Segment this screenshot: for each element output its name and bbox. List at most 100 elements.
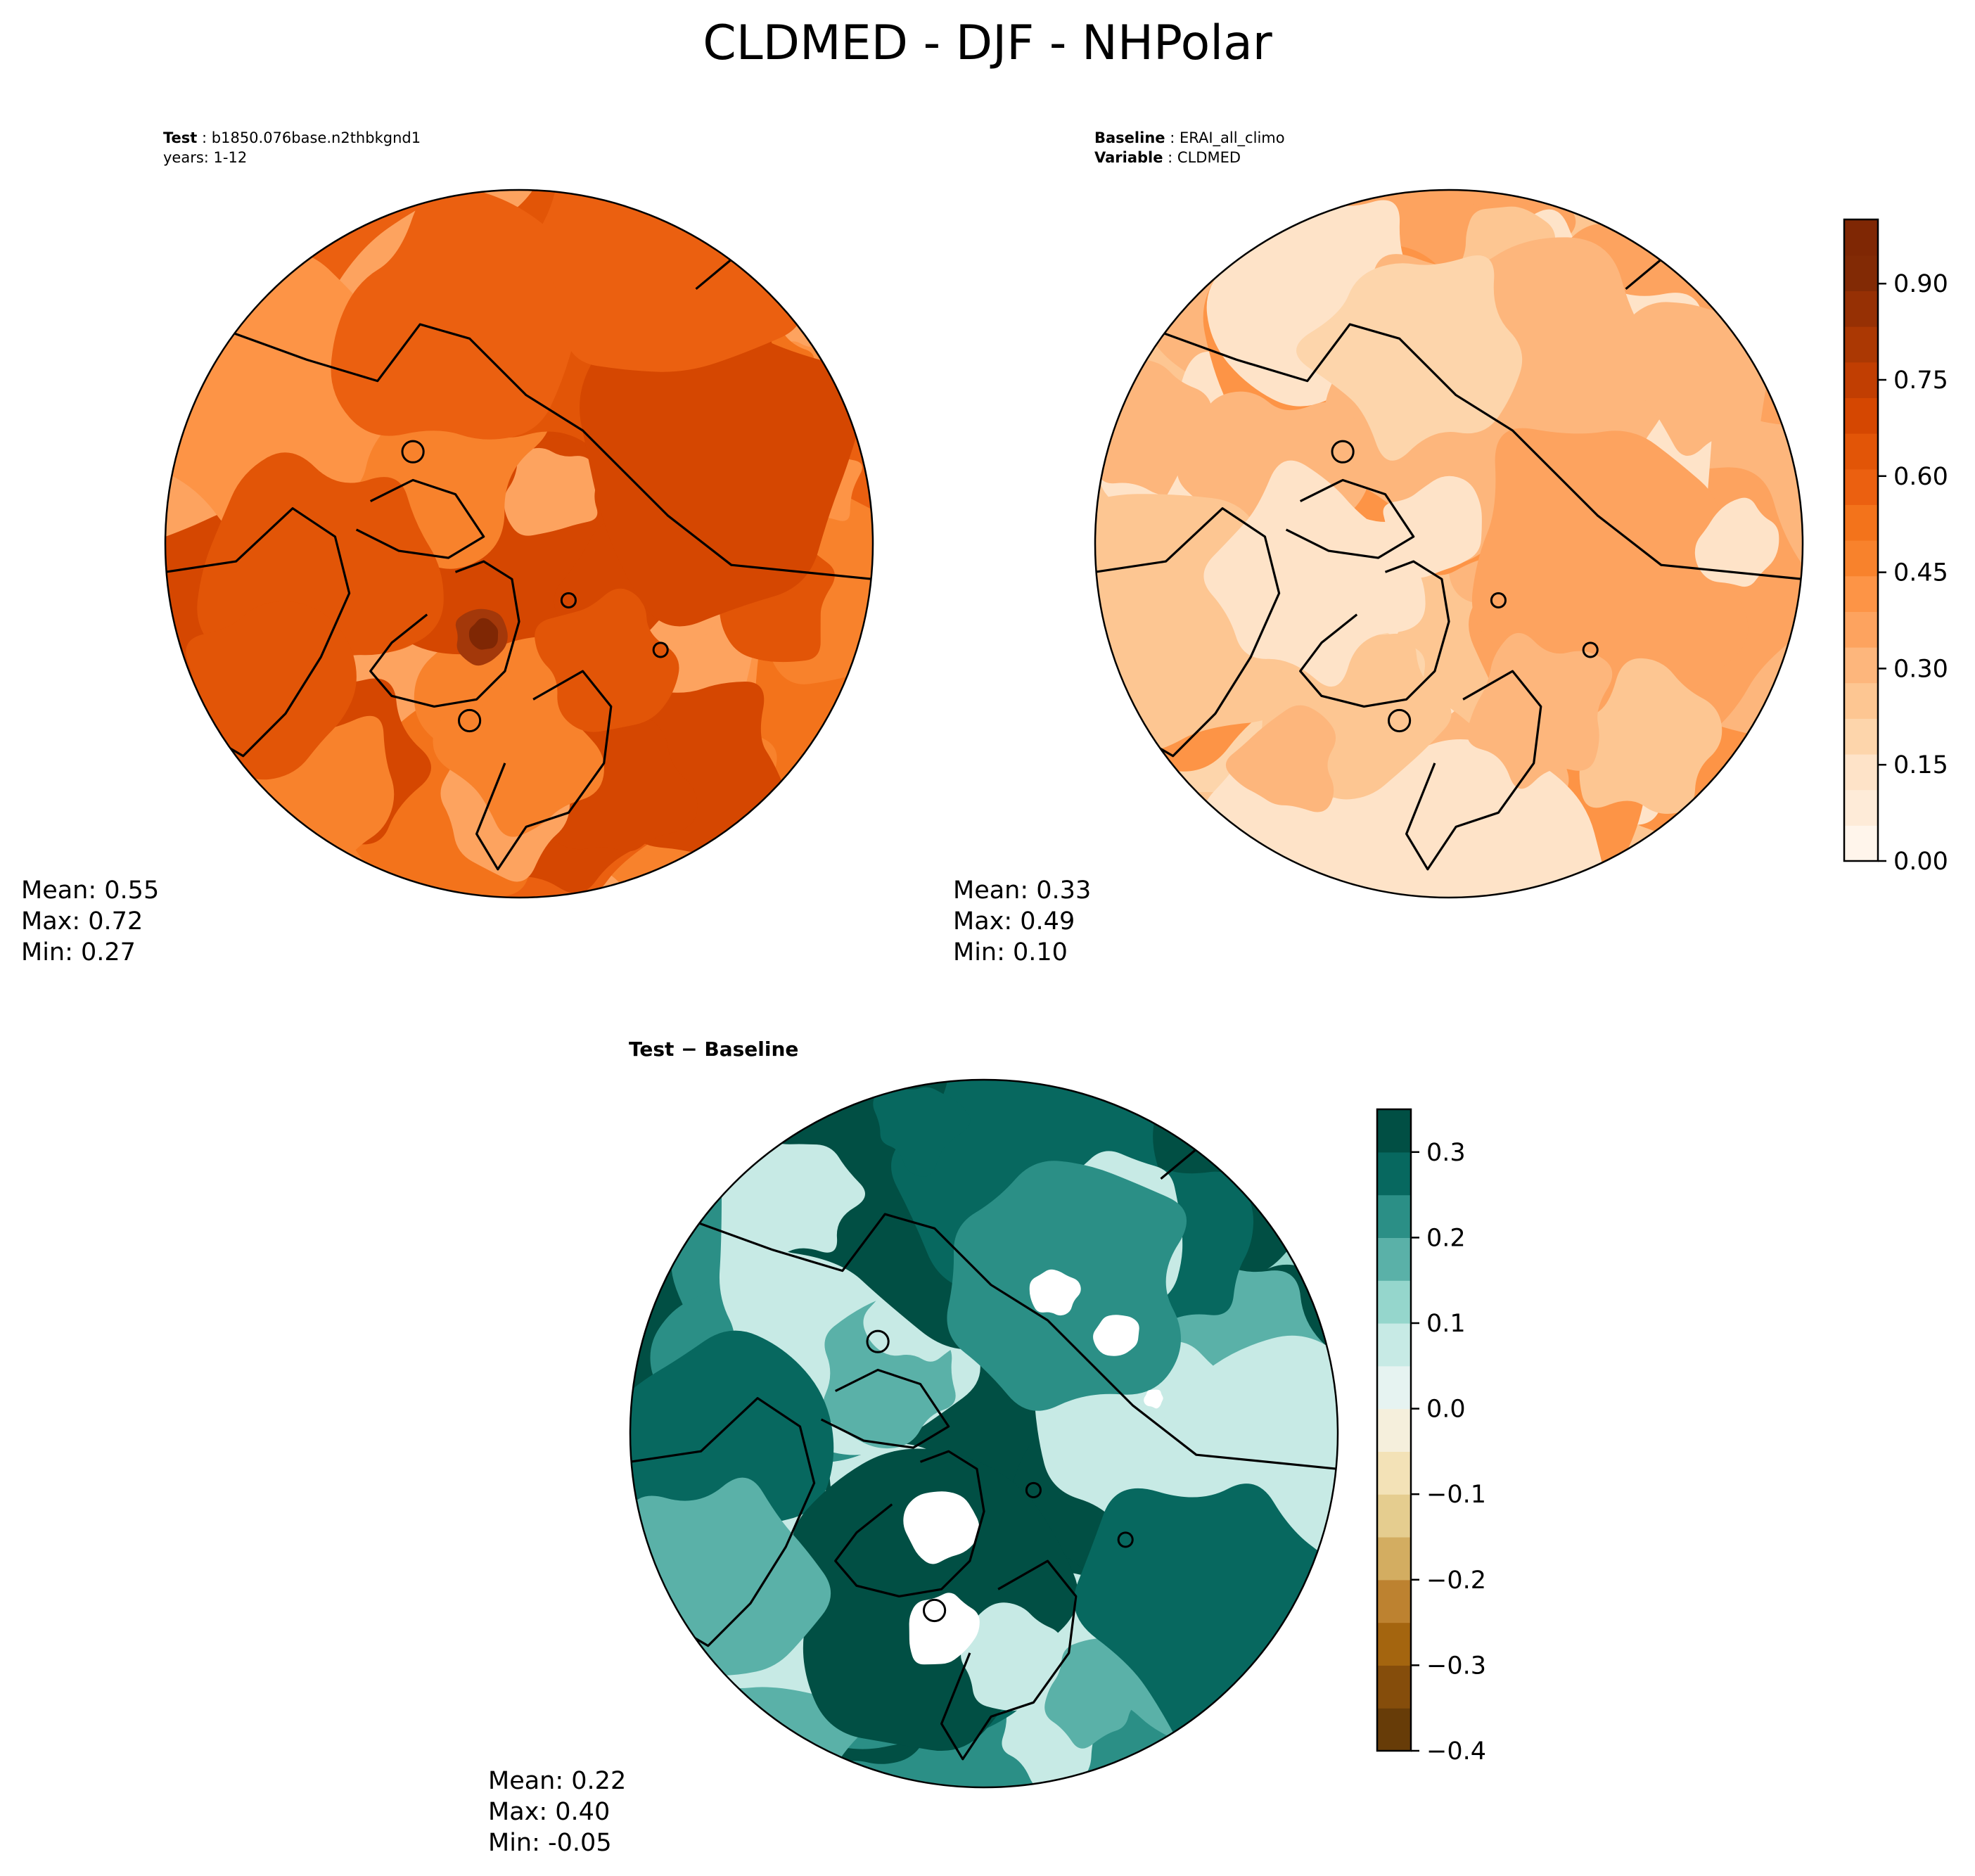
colorbar-tick-label: 0.3 bbox=[1426, 1139, 1466, 1167]
field-region bbox=[504, 447, 598, 536]
baseline-min: Min: 0.10 bbox=[953, 938, 1068, 966]
colorbar-segment bbox=[1844, 362, 1878, 398]
coastline bbox=[834, 1450, 985, 1597]
colorbar-segment bbox=[1844, 718, 1878, 755]
island-coastline bbox=[457, 708, 482, 733]
diff-colorbar: 0.3 0.2 0.1 0.0 −0.1 −0.2 −0.3 −0.4 bbox=[1376, 1108, 1486, 1766]
colorbar-segment bbox=[1377, 1622, 1411, 1666]
colorbar-segment bbox=[1377, 1323, 1411, 1367]
coastline bbox=[369, 560, 520, 708]
difference-min: Min: -0.05 bbox=[488, 1829, 612, 1857]
test-max: Max: 0.72 bbox=[21, 907, 143, 936]
colorbar-tick-label: 0.15 bbox=[1893, 751, 1948, 779]
colorbar-segment bbox=[1844, 825, 1878, 862]
island-coastline bbox=[1387, 708, 1412, 733]
field-region bbox=[1471, 428, 1749, 708]
colorbar-segment bbox=[1844, 291, 1878, 327]
colorbar-segment bbox=[1844, 468, 1878, 505]
field-region bbox=[1579, 658, 1722, 815]
colorbar-segment bbox=[1377, 1280, 1411, 1324]
coastline bbox=[1158, 323, 1803, 580]
difference-mean: Mean: 0.22 bbox=[488, 1767, 627, 1795]
colorbar-segment bbox=[1377, 1579, 1411, 1623]
main-colorbar: 0.00 0.15 0.30 0.45 0.60 0.75 0.90 bbox=[1843, 218, 1948, 876]
colorbar-segment bbox=[1844, 433, 1878, 470]
field-extreme-region bbox=[1144, 1389, 1163, 1409]
coastline bbox=[693, 1213, 1338, 1470]
field-region bbox=[1203, 460, 1426, 687]
colorbar-segment bbox=[1377, 1365, 1411, 1410]
field-region bbox=[961, 1602, 1063, 1711]
field-region bbox=[331, 190, 583, 440]
colorbar-tick-label: −0.2 bbox=[1426, 1566, 1486, 1595]
baseline-map bbox=[1095, 190, 1803, 898]
colorbar-segment bbox=[1377, 1408, 1411, 1452]
field-region bbox=[1616, 302, 1768, 457]
coastline bbox=[820, 1368, 950, 1449]
colorbar-segment bbox=[1377, 1451, 1411, 1495]
colorbar-tick-label: 0.1 bbox=[1426, 1310, 1466, 1338]
colorbar-segment bbox=[1844, 326, 1878, 363]
colorbar-segment bbox=[1844, 575, 1878, 612]
colorbar-segment bbox=[1844, 611, 1878, 648]
field-extreme-region bbox=[1029, 1269, 1081, 1316]
island-coastline bbox=[401, 440, 425, 464]
colorbar-segment bbox=[1844, 397, 1878, 434]
difference-panel-header: Test − Baseline bbox=[629, 1038, 799, 1061]
figure-title: CLDMED - DJF - NHPolar bbox=[703, 15, 1272, 71]
colorbar-segment bbox=[1377, 1494, 1411, 1538]
colorbar-segment bbox=[1377, 1109, 1411, 1153]
coastline bbox=[228, 323, 873, 580]
baseline-max: Max: 0.49 bbox=[953, 907, 1075, 936]
field-region bbox=[873, 1087, 971, 1177]
baseline-label-value: ERAI_all_climo bbox=[1179, 129, 1285, 146]
island-coastline bbox=[922, 1598, 947, 1623]
test-map bbox=[165, 190, 873, 898]
colorbar-segment bbox=[1377, 1708, 1411, 1751]
coastline bbox=[1405, 670, 1542, 871]
baseline-mean: Mean: 0.33 bbox=[953, 876, 1092, 905]
coastline bbox=[1285, 478, 1415, 559]
test-map-border bbox=[164, 189, 874, 899]
difference-max: Max: 0.40 bbox=[488, 1798, 611, 1826]
field-region bbox=[1383, 476, 1482, 578]
test-label-value: b1850.076base.n2thbkgnd1 bbox=[211, 129, 421, 146]
colorbar-segment bbox=[1844, 504, 1878, 541]
coastline bbox=[355, 478, 485, 559]
colorbar-segment bbox=[1377, 1151, 1411, 1196]
colorbar-tick-label: 0.60 bbox=[1893, 463, 1948, 491]
colorbar-tick-label: −0.1 bbox=[1426, 1481, 1486, 1509]
coastline bbox=[630, 1397, 816, 1647]
colorbar-segment bbox=[1844, 540, 1878, 577]
colorbar-frame bbox=[1376, 1108, 1412, 1752]
field-extreme-region bbox=[468, 618, 499, 650]
field-region bbox=[1225, 705, 1336, 812]
test-panel-header: Test : b1850.076base.n2thbkgnd1 years: 1… bbox=[163, 129, 421, 166]
colorbar-tick-label: −0.4 bbox=[1426, 1737, 1486, 1766]
colorbar-segment bbox=[1844, 754, 1878, 791]
test-years: years: 1-12 bbox=[163, 149, 248, 166]
baseline-variable-value: CLDMED bbox=[1177, 149, 1241, 166]
colorbar-segment bbox=[1377, 1237, 1411, 1281]
test-mean: Mean: 0.55 bbox=[21, 876, 160, 905]
baseline-stats: Mean: 0.33 Max: 0.49 Min: 0.10 bbox=[953, 875, 1091, 968]
field-extreme-region bbox=[903, 1491, 980, 1564]
colorbar-segment bbox=[1377, 1665, 1411, 1709]
colorbar-segment bbox=[1377, 1537, 1411, 1581]
colorbar-frame bbox=[1843, 218, 1879, 862]
field-region bbox=[722, 1137, 866, 1254]
colorbar-tick-label: 0.00 bbox=[1893, 848, 1948, 876]
test-stats: Mean: 0.55 Max: 0.72 Min: 0.27 bbox=[21, 875, 159, 968]
field-region bbox=[580, 325, 865, 627]
field-region bbox=[433, 684, 604, 837]
colorbar-segment bbox=[1844, 219, 1878, 256]
island-coastline bbox=[652, 642, 669, 658]
difference-stats: Mean: 0.22 Max: 0.40 Min: -0.05 bbox=[488, 1766, 626, 1858]
colorbar-tick-label: 0.30 bbox=[1893, 655, 1948, 683]
coastline bbox=[940, 1559, 1078, 1761]
colorbar-segment bbox=[1844, 647, 1878, 684]
baseline-map-border bbox=[1094, 189, 1804, 899]
colorbar-segment bbox=[1844, 789, 1878, 826]
coastline bbox=[1095, 507, 1281, 758]
